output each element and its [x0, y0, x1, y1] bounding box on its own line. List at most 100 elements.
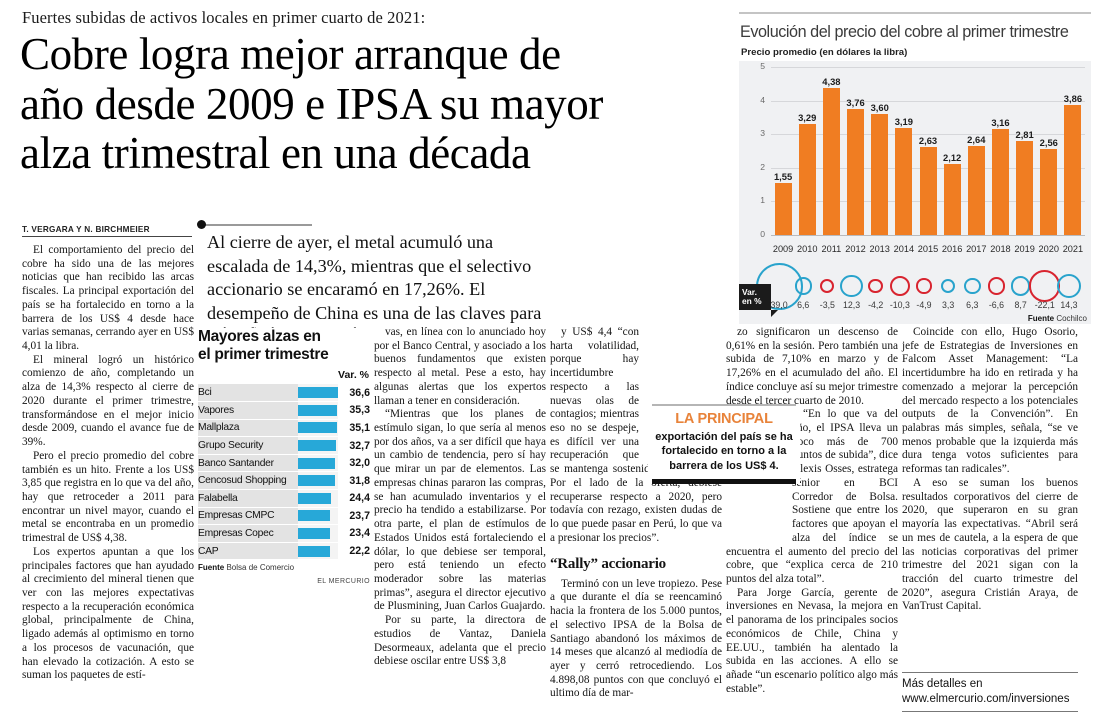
- row-company-name: CAP: [198, 542, 298, 561]
- paragraph: zo significaron un descenso de 0,61% en …: [726, 326, 898, 407]
- variation-value-label: 8,7: [1014, 300, 1027, 310]
- more-details-label: Más detalles en: [902, 678, 983, 690]
- variation-bubble: [1056, 273, 1081, 299]
- row-bar-cell: [298, 419, 338, 438]
- bar-rect: [919, 146, 937, 235]
- variation-bubble: [941, 278, 956, 293]
- pull-quote-text: exportación del país se ha fortalecido e…: [655, 430, 793, 472]
- gridline: [771, 100, 1085, 102]
- row-value: 31,8: [349, 474, 370, 487]
- variation-value-label: -3,5: [819, 300, 835, 310]
- more-details-url[interactable]: www.elmercurio.com/inversiones: [902, 692, 1070, 705]
- x-axis-label: 2018: [990, 244, 1011, 254]
- row-bar: [298, 404, 338, 416]
- table-row: Mallplaza 35,1: [198, 419, 370, 438]
- bar-rect: [798, 124, 816, 235]
- chart-plot-area: 0 1 2 3 4 5 1,55 3,29 4,38 3,76 3,60 3,19 2,63 2,12 2…: [739, 61, 1091, 260]
- x-axis-label: 2013: [869, 244, 890, 254]
- table-row: Banco Santander 32,0: [198, 454, 370, 473]
- row-bar: [298, 527, 331, 539]
- byline: T. VERGARA Y N. BIRCHMEIER: [22, 225, 192, 237]
- pull-quote-bottom-rule: [652, 478, 796, 484]
- variation-tag: Var. en %: [739, 284, 771, 310]
- table-row: Empresas Copec 23,4: [198, 524, 370, 543]
- pull-quote-title: LA PRINCIPAL: [675, 411, 773, 427]
- gridline: [771, 67, 1085, 68]
- row-value: 23,7: [349, 509, 370, 522]
- paragraph: Terminó con un leve tropiezo. Pese a que…: [550, 577, 722, 700]
- bar-value-label: 2,56: [1039, 136, 1058, 148]
- bar-value-label: 2,81: [1015, 128, 1034, 140]
- paragraph: Los expertos apuntan a que los principal…: [22, 545, 194, 682]
- standfirst-rule: [200, 224, 312, 226]
- variation-value-label: -10,3: [889, 300, 910, 310]
- row-bar-cell: [298, 542, 338, 561]
- variation-bubble: [916, 278, 932, 294]
- variation-value-label: -6,6: [988, 300, 1005, 310]
- x-axis-label: 2011: [821, 244, 842, 254]
- row-company-name: Mallplaza: [198, 419, 298, 438]
- row-bar: [298, 510, 331, 522]
- variation-value-label: 14,3: [1060, 300, 1078, 310]
- paragraph: A eso se suman los buenos resultados cor…: [902, 476, 1078, 613]
- x-axis-label: 2012: [845, 244, 866, 254]
- row-bar-cell: [298, 436, 338, 455]
- bar-rect: [967, 146, 985, 235]
- bar-rect: [1016, 140, 1034, 235]
- row-value: 24,4: [349, 492, 370, 505]
- row-company-name: Empresas CMPC: [198, 507, 298, 526]
- headline-line-1: Cobre logra mejor arranque de: [20, 29, 561, 79]
- page-title: Cobre logra mejor arranque de año desde …: [20, 29, 740, 179]
- x-axis-label: 2020: [1038, 244, 1059, 254]
- bar-value-label: 2,63: [918, 134, 938, 146]
- table-row: CAP 22,2: [198, 542, 370, 561]
- table-source: Fuente Bolsa de Comercio: [198, 563, 370, 572]
- bar-value-label: 3,60: [870, 102, 889, 114]
- table-row: Empresas CMPC 23,7: [198, 507, 370, 526]
- row-bar-cell: [298, 454, 338, 473]
- bar-rect: [822, 87, 840, 235]
- section-subheading: “Rally” accionario: [550, 555, 666, 572]
- variation-bubble: [794, 277, 812, 295]
- more-details[interactable]: Más detalles en www.elmercurio.com/inver…: [902, 672, 1078, 713]
- row-company-name: Bci: [198, 383, 298, 403]
- variation-bubble: [840, 274, 863, 298]
- row-bar: [298, 440, 336, 452]
- row-bar-cell: [298, 524, 338, 543]
- row-company-name: Vapores: [198, 401, 298, 420]
- chart-subtitle: Precio promedio (en dólares la libra): [741, 47, 908, 58]
- paragraph: Coincide con ello, Hugo Osorio, jefe de …: [902, 326, 1078, 476]
- x-axis-label: 2014: [893, 244, 915, 254]
- row-bar: [298, 545, 330, 557]
- row-value: 32,7: [349, 439, 370, 452]
- table-title-line-2: el primer trimestre: [198, 345, 329, 363]
- bar-rect: [871, 114, 889, 235]
- pull-quote: LA PRINCIPAL exportación del país se ha …: [648, 404, 800, 484]
- bar-rect: [991, 128, 1009, 235]
- y-axis-tick: 5: [760, 61, 765, 71]
- y-axis-tick: 3: [760, 128, 765, 139]
- bar-rect: [1064, 105, 1082, 235]
- x-axis-label: 2021: [1062, 244, 1084, 254]
- row-company-name: Falabella: [198, 489, 298, 508]
- table-source-label: Fuente: [198, 563, 225, 573]
- bar-rect: [847, 108, 865, 235]
- table-title-line-1: Mayores alzas en: [198, 328, 321, 345]
- row-bar: [298, 475, 336, 487]
- standfirst: Al cierre de ayer, el metal acumuló una …: [207, 232, 542, 347]
- headline-line-2: año desde 2009 e IPSA su mayor: [20, 78, 603, 129]
- row-company-name: Grupo Security: [198, 436, 298, 455]
- table-title: Mayores alzas en el primer trimestre: [198, 328, 370, 364]
- row-value: 32,0: [349, 457, 370, 470]
- paragraph: Por su parte, la directora de estudios d…: [374, 614, 546, 668]
- chart-bars: 1,55 3,29 4,38 3,76 3,60 3,19 2,63 2,12 2,64 3,16…: [771, 67, 1085, 235]
- bar-value-label: 2,64: [967, 134, 986, 146]
- variation-value-label: -22,1: [1034, 300, 1055, 310]
- mayores-alzas-table: Mayores alzas en el primer trimestre Var…: [198, 328, 370, 586]
- row-bar: [298, 457, 336, 469]
- bar-rect: [1040, 148, 1058, 235]
- row-value: 35,1: [349, 421, 370, 434]
- chart-title: Evolución del precio del cobre al primer…: [740, 23, 1069, 41]
- paragraph: Para Jorge García, gerente de inversione…: [726, 586, 898, 695]
